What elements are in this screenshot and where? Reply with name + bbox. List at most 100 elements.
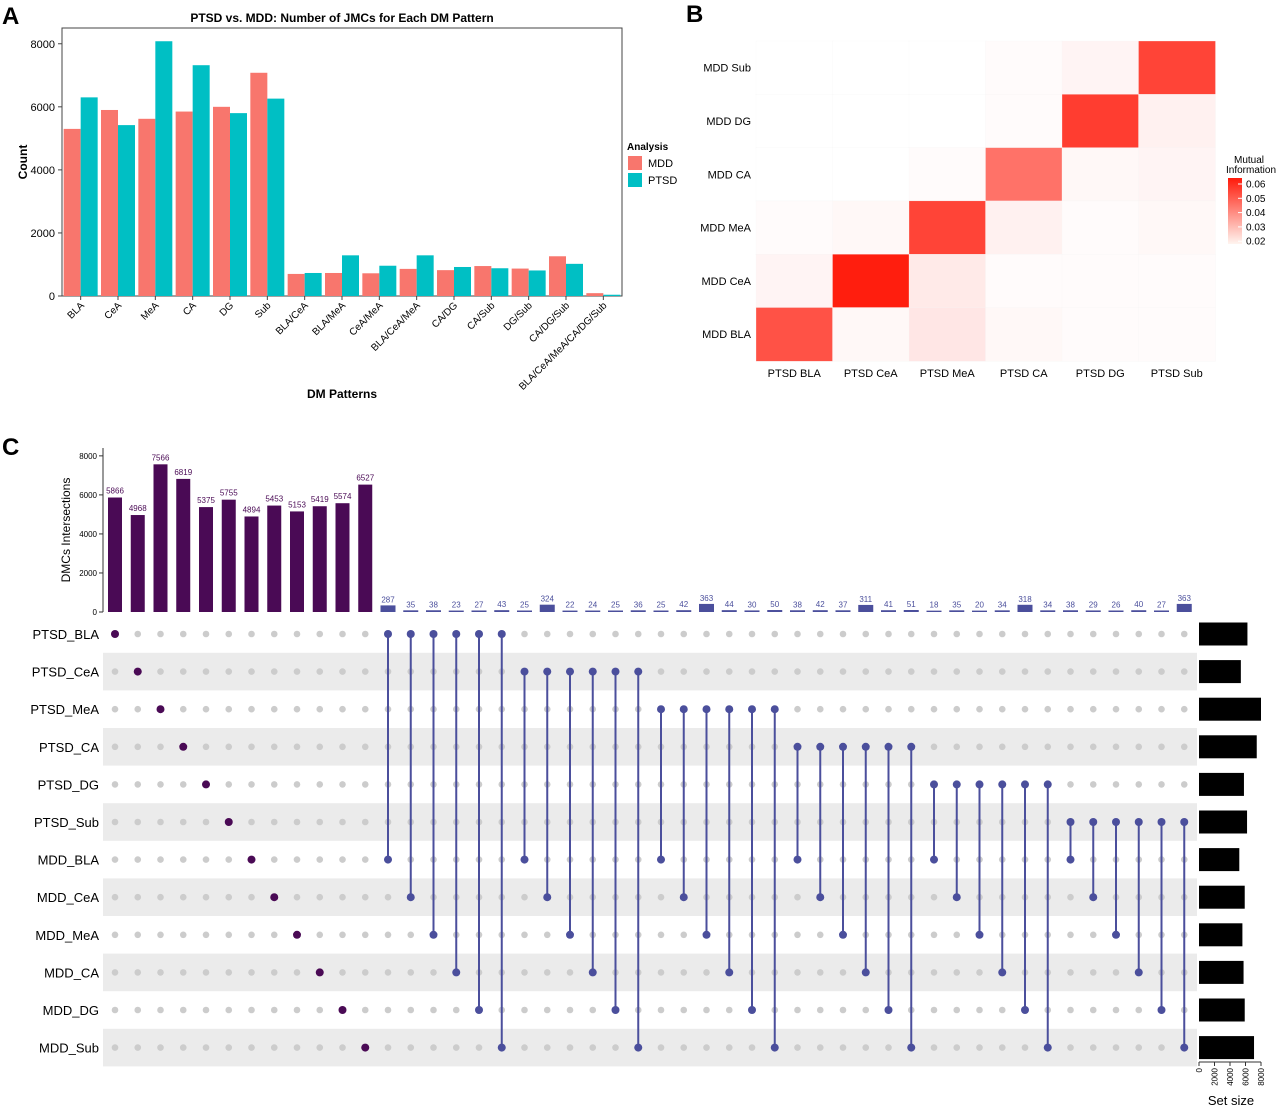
heatmap-row-label: MDD DG	[706, 116, 751, 128]
matrix-dot-inactive	[111, 1006, 119, 1014]
matrix-dot-inactive	[794, 705, 801, 713]
set-size-bar	[1199, 622, 1248, 646]
matrix-dot-inactive	[293, 856, 301, 863]
matrix-dot-inactive	[202, 969, 210, 976]
matrix-dot-inactive	[157, 969, 164, 976]
x-tick-label: DG/Sub	[502, 300, 535, 333]
matrix-dot-inactive	[1158, 668, 1165, 675]
matrix-dot-active	[179, 742, 188, 751]
matrix-dot-inactive	[998, 630, 1006, 638]
matrix-dot-inactive	[657, 1044, 665, 1051]
set-size-bar	[1199, 810, 1248, 834]
heatmap-cell	[1061, 40, 1140, 95]
matrix-dot-inactive	[134, 969, 142, 976]
set-label: PTSD_CeA	[32, 665, 100, 680]
matrix-dot-inactive	[134, 931, 142, 939]
x-tick-label: Sub	[253, 300, 274, 321]
intersection-bar-label: 35	[406, 600, 415, 609]
matrix-dot-inactive	[748, 630, 756, 638]
legend-tick-label: 0.06	[1246, 180, 1266, 191]
x-tick-label: CeA/MeA	[347, 300, 385, 338]
matrix-dot-inactive	[885, 630, 892, 638]
matrix-dot-inactive	[930, 931, 938, 939]
intersection-y-tick-label: 2000	[79, 569, 97, 578]
matrix-dot-inactive	[316, 1006, 324, 1014]
intersection-bar-label: 5419	[311, 495, 329, 504]
matrix-dot-inactive	[566, 1006, 574, 1014]
heatmap-cell	[832, 200, 910, 255]
y-tick-label: 0	[49, 291, 55, 303]
matrix-dot-inactive	[998, 1006, 1006, 1014]
intersection-bar	[903, 610, 919, 612]
heatmap-cell	[908, 94, 987, 149]
set-size-bar	[1199, 848, 1240, 872]
matrix-dot-inactive	[1021, 668, 1029, 675]
matrix-dot-active	[133, 667, 142, 676]
bar-mdd	[325, 272, 342, 296]
matrix-dot-inactive	[930, 705, 938, 713]
matrix-dot-inactive	[885, 705, 892, 713]
matrix-dot-inactive	[566, 630, 574, 638]
legend-title: Analysis	[627, 142, 669, 153]
intersection-bar-label: 38	[793, 600, 802, 609]
matrix-dot-inactive	[248, 630, 255, 638]
intersection-bar-label: 44	[725, 600, 734, 609]
matrix-dot-inactive	[612, 630, 619, 638]
heatmap-col-label: PTSD Sub	[1151, 368, 1203, 380]
matrix-dot-inactive	[316, 781, 324, 788]
matrix-dot-inactive	[771, 668, 779, 675]
matrix-dot-inactive	[1067, 668, 1074, 675]
matrix-dot-inactive	[384, 969, 392, 976]
matrix-dot-inactive	[862, 1006, 870, 1014]
matrix-dot-inactive	[794, 931, 801, 939]
matrix-dot-inactive	[703, 969, 710, 976]
heatmap-row-label: MDD BLA	[702, 329, 752, 341]
matrix-dot-inactive	[839, 668, 847, 675]
matrix-dot-inactive	[657, 969, 665, 976]
panel-label-c: C	[2, 434, 19, 461]
matrix-dot-inactive	[1180, 630, 1188, 638]
matrix-dot-inactive	[794, 668, 801, 675]
matrix-dot-inactive	[452, 1006, 460, 1014]
matrix-row-stripe	[103, 878, 1197, 916]
set-size-axis-title: Set size	[1208, 1093, 1254, 1107]
matrix-dot-inactive	[634, 630, 642, 638]
matrix-dot-inactive	[270, 969, 278, 976]
intersection-bar-label: 18	[930, 601, 939, 610]
intersection-bar	[676, 610, 692, 612]
matrix-dot-inactive	[1112, 668, 1120, 675]
intersection-bar	[653, 610, 669, 612]
matrix-dot-inactive	[293, 705, 301, 713]
matrix-dot-inactive	[339, 893, 346, 901]
matrix-dot-inactive	[589, 630, 597, 638]
matrix-dot-active	[361, 1043, 370, 1052]
intersection-bar-label: 36	[634, 600, 643, 609]
matrix-dot-inactive	[1112, 1006, 1120, 1014]
matrix-dot-inactive	[111, 743, 119, 751]
matrix-dot-inactive	[543, 931, 551, 939]
intersection-bar-label: 38	[429, 600, 438, 609]
matrix-dot-inactive	[361, 743, 369, 751]
matrix-dot-inactive	[930, 969, 938, 976]
matrix-dot-inactive	[270, 668, 278, 675]
intersection-bar	[1176, 603, 1192, 612]
x-tick-label: BLA	[66, 300, 87, 321]
intersection-bar	[176, 478, 191, 612]
intersection-bar-label: 7566	[152, 453, 170, 462]
heatmap-cell	[908, 307, 987, 362]
matrix-dot-inactive	[179, 781, 187, 788]
heatmap-cell	[1138, 147, 1216, 202]
matrix-dot-inactive	[270, 1044, 278, 1051]
matrix-dot-inactive	[521, 893, 528, 901]
y-axis-title: Count	[16, 145, 30, 180]
matrix-dot-inactive	[134, 630, 142, 638]
matrix-dot-inactive	[384, 893, 392, 901]
matrix-dot-inactive	[316, 668, 324, 675]
set-size-bar	[1199, 772, 1244, 796]
heatmap-cell	[755, 307, 834, 362]
matrix-dot-inactive	[179, 630, 187, 638]
heatmap-cell	[908, 254, 987, 309]
matrix-dot-inactive	[1180, 668, 1188, 675]
matrix-dot-inactive	[907, 630, 915, 638]
matrix-dot-inactive	[998, 1044, 1006, 1051]
